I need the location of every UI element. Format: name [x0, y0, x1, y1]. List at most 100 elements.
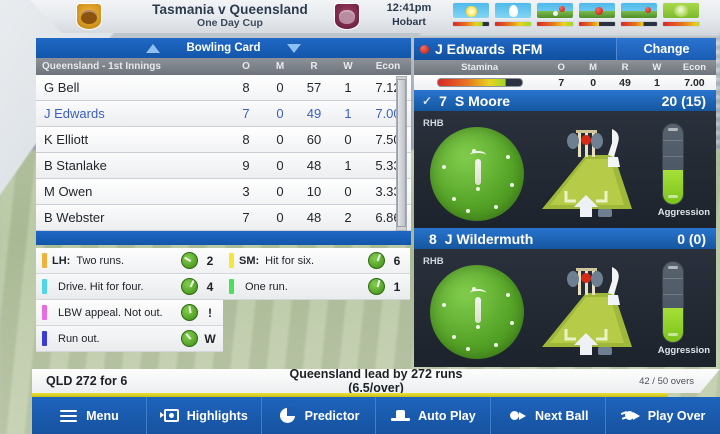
- table-row[interactable]: G Bell 8 0 57 1 7.12: [36, 75, 411, 101]
- wagon-wheel-icon[interactable]: [430, 127, 524, 221]
- cell-economy: 7.12: [375, 80, 401, 95]
- aggression-control[interactable]: Aggression: [646, 261, 710, 361]
- wagon-wheel-icon: [181, 278, 198, 295]
- change-bowler-button[interactable]: Change: [616, 38, 716, 60]
- column-economy: Econ: [375, 61, 401, 72]
- match-status: Queensland lead by 272 runs (6.5/over): [289, 367, 463, 395]
- score-bar-underline: [32, 393, 668, 397]
- condition-ball-wear[interactable]: [662, 2, 700, 27]
- nav-play-over-button[interactable]: Play Over: [606, 397, 720, 434]
- pitch-stumps-icon: [542, 129, 632, 217]
- bowler-name: K Elliott: [44, 132, 89, 147]
- table-row[interactable]: B Stanlake 9 0 48 1 5.33: [36, 153, 411, 179]
- overs-progress: 42 / 50 overs: [639, 375, 694, 387]
- match-header-content: Tasmania v Queensland One Day Cup 12:41p…: [38, 0, 720, 33]
- table-row[interactable]: B Webster 7 0 48 2 6.86: [36, 205, 411, 231]
- cell-wickets: 1: [344, 158, 352, 173]
- video-highlights-icon: [159, 408, 179, 423]
- batsman-number: 8: [429, 230, 437, 247]
- column-economy: Econ: [682, 62, 707, 73]
- cell-runs: 57: [306, 80, 322, 95]
- column-maidens: M: [275, 61, 285, 72]
- aggression-slider[interactable]: [662, 261, 684, 343]
- nav-auto-play-button[interactable]: Auto Play: [376, 397, 492, 434]
- wagon-wheel-icon: [181, 252, 198, 269]
- triangle-up-icon[interactable]: [146, 43, 161, 53]
- wagon-wheel-icon[interactable]: [430, 265, 524, 359]
- condition-outfield[interactable]: [620, 2, 658, 27]
- commentary-text: Two runs.: [76, 254, 125, 267]
- commentary-result: 2: [206, 253, 214, 268]
- nav-highlights-button[interactable]: Highlights: [147, 397, 262, 434]
- cell-wickets: 2: [344, 210, 352, 225]
- bowler-maidens: 0: [590, 76, 597, 89]
- condition-weather-sunny[interactable]: [452, 2, 490, 27]
- nav-label: Predictor: [304, 408, 360, 423]
- cell-runs: 48: [306, 210, 322, 225]
- batsman-detail-body: RHB Aggression: [414, 111, 716, 229]
- team-score: QLD 272 for 6: [46, 374, 128, 388]
- match-venue: Hobart: [392, 16, 426, 28]
- nav-label: Play Over: [647, 408, 706, 423]
- cell-economy: 5.33: [375, 158, 401, 173]
- bowler-type: RFM: [512, 41, 543, 57]
- auto-play-icon: [391, 408, 411, 423]
- aggression-control[interactable]: Aggression: [646, 123, 710, 223]
- competition-name: One Day Cup: [197, 17, 263, 29]
- pitch-view[interactable]: [536, 121, 636, 221]
- batsman-color-bar: [42, 331, 47, 346]
- batsman-header[interactable]: 8 J Wildermuth 0 (0): [414, 228, 716, 249]
- batsman-header[interactable]: ✓ 7 S Moore 20 (15): [414, 90, 716, 111]
- bowler-name: J Edwards: [44, 106, 105, 121]
- batsman-detail-body: RHB Aggression: [414, 249, 716, 367]
- bowling-card-header[interactable]: Bowling Card: [36, 38, 411, 58]
- triangle-down-icon[interactable]: [286, 43, 301, 53]
- bowler-name: B Webster: [44, 210, 105, 225]
- bottom-navigation-bar: Menu Highlights Predictor Auto Play Next Bal…: [32, 397, 720, 434]
- cell-overs: 3: [242, 184, 250, 199]
- wagon-wheel-icon: [181, 304, 198, 321]
- bowling-card-columns: Queensland - 1st Innings O M R W Econ: [36, 58, 411, 75]
- nav-predictor-button[interactable]: Predictor: [262, 397, 377, 434]
- condition-ball[interactable]: [578, 2, 616, 27]
- cricket-ball-icon: [420, 44, 429, 54]
- condition-floodlight[interactable]: [494, 2, 532, 27]
- pitch-view[interactable]: [536, 259, 636, 359]
- nav-next-ball-button[interactable]: Next Ball: [491, 397, 607, 434]
- pitch-stumps-icon: [542, 267, 632, 355]
- cell-maidens: 0: [276, 210, 284, 225]
- aggression-slider[interactable]: [662, 123, 684, 205]
- cell-maidens: 0: [276, 106, 284, 121]
- cell-overs: 8: [242, 132, 250, 147]
- bowling-card-scrollbar[interactable]: [396, 76, 407, 231]
- cell-maidens: 0: [276, 184, 284, 199]
- nav-menu-button[interactable]: Menu: [32, 397, 147, 434]
- commentary-result: 4: [206, 279, 214, 294]
- batsman-score: 20 (15): [661, 92, 706, 109]
- table-row[interactable]: K Elliott 8 0 60 0 7.50: [36, 127, 411, 153]
- commentary-result: W: [204, 331, 216, 346]
- commentary-item[interactable]: Run out. W: [36, 326, 223, 352]
- table-row[interactable]: J Edwards 7 0 49 1 7.00: [36, 101, 411, 127]
- commentary-item[interactable]: Drive. Hit for four. 4: [36, 274, 223, 300]
- match-time: 12:41pm: [386, 2, 432, 14]
- commentary-item[interactable]: One run. 1: [223, 274, 410, 300]
- bowler-wickets: 1: [653, 76, 660, 89]
- nav-label: Next Ball: [534, 408, 589, 423]
- column-maidens: M: [589, 62, 598, 73]
- table-row[interactable]: M Owen 3 0 10 0 3.33: [36, 179, 411, 205]
- batsman-panel: ✓ 7 S Moore 20 (15) RHB Aggression: [414, 90, 716, 229]
- condition-pitch[interactable]: [536, 2, 574, 27]
- column-overs: O: [557, 62, 565, 73]
- commentary-list-right: SM: Hit for six. 6 One run. 1: [223, 248, 410, 300]
- cell-overs: 9: [242, 158, 250, 173]
- bowler-overs: 7: [558, 76, 565, 89]
- column-overs: O: [242, 61, 250, 72]
- cell-economy: 7.50: [375, 132, 401, 147]
- commentary-item[interactable]: SM: Hit for six. 6: [223, 248, 410, 274]
- commentary-item[interactable]: LBW appeal. Not out.!: [36, 300, 223, 326]
- away-team-logo: [334, 3, 360, 30]
- cell-wickets: 1: [344, 106, 352, 121]
- commentary-item[interactable]: LH: Two runs. 2: [36, 248, 223, 274]
- scrollbar-thumb[interactable]: [397, 79, 406, 227]
